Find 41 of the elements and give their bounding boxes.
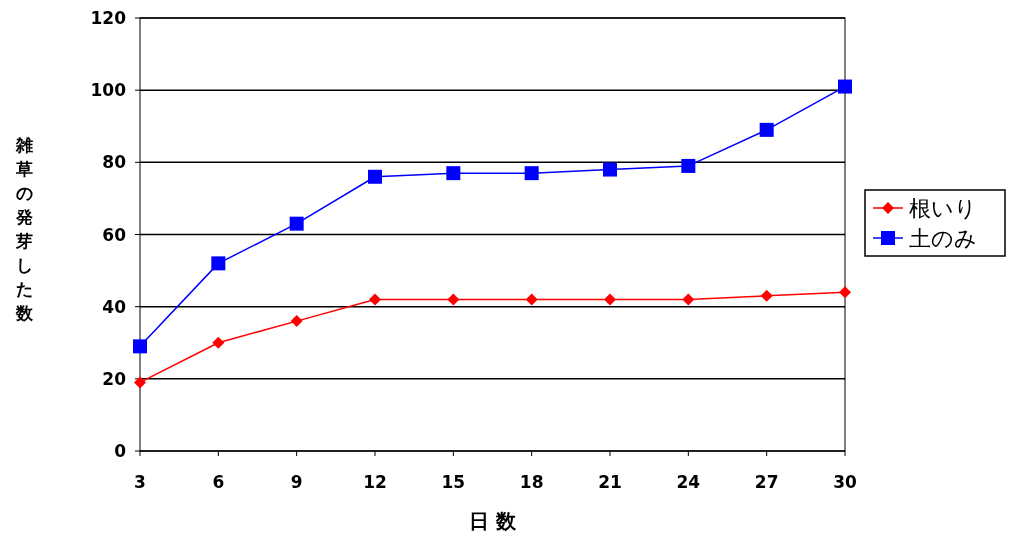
x-tick-label: 24 <box>676 472 701 492</box>
point <box>368 169 382 184</box>
point <box>603 162 617 177</box>
y-tick-label: 100 <box>90 80 127 101</box>
point <box>604 293 616 306</box>
point <box>524 166 539 181</box>
point <box>211 256 226 271</box>
x-tick-label: 3 <box>134 472 146 492</box>
legend-label: 土のみ <box>909 226 977 251</box>
y-tick-label: 120 <box>90 8 127 28</box>
point <box>289 216 304 231</box>
point <box>369 293 381 306</box>
point <box>839 286 851 299</box>
y-tick-label: 40 <box>102 296 127 317</box>
point <box>760 289 773 302</box>
x-axis-title: 日 数 <box>469 509 517 533</box>
x-tick-label: 30 <box>833 472 857 492</box>
x-tick-label: 6 <box>212 472 225 492</box>
y-tick-label: 60 <box>102 224 127 245</box>
point <box>446 166 461 181</box>
y-tick-label: 0 <box>114 441 127 461</box>
x-tick-label: 21 <box>598 472 622 492</box>
point <box>134 376 146 389</box>
y-axis-title: 雑草の発芽した数 <box>14 134 34 323</box>
point <box>290 315 303 328</box>
x-tick-label: 12 <box>363 472 387 492</box>
point <box>133 339 147 354</box>
point <box>212 336 225 349</box>
point <box>759 122 774 137</box>
x-tick-label: 18 <box>519 472 544 492</box>
y-tick-label: 20 <box>102 368 127 389</box>
point <box>681 158 696 173</box>
point <box>525 293 538 306</box>
y-tick-label: 80 <box>102 152 127 173</box>
point <box>447 293 460 306</box>
point <box>682 293 695 306</box>
x-tick-label: 9 <box>290 472 303 492</box>
x-tick-label: 27 <box>754 472 779 492</box>
legend-label: 根いり <box>909 196 977 221</box>
point <box>838 79 852 94</box>
x-tick-label: 15 <box>441 472 466 492</box>
